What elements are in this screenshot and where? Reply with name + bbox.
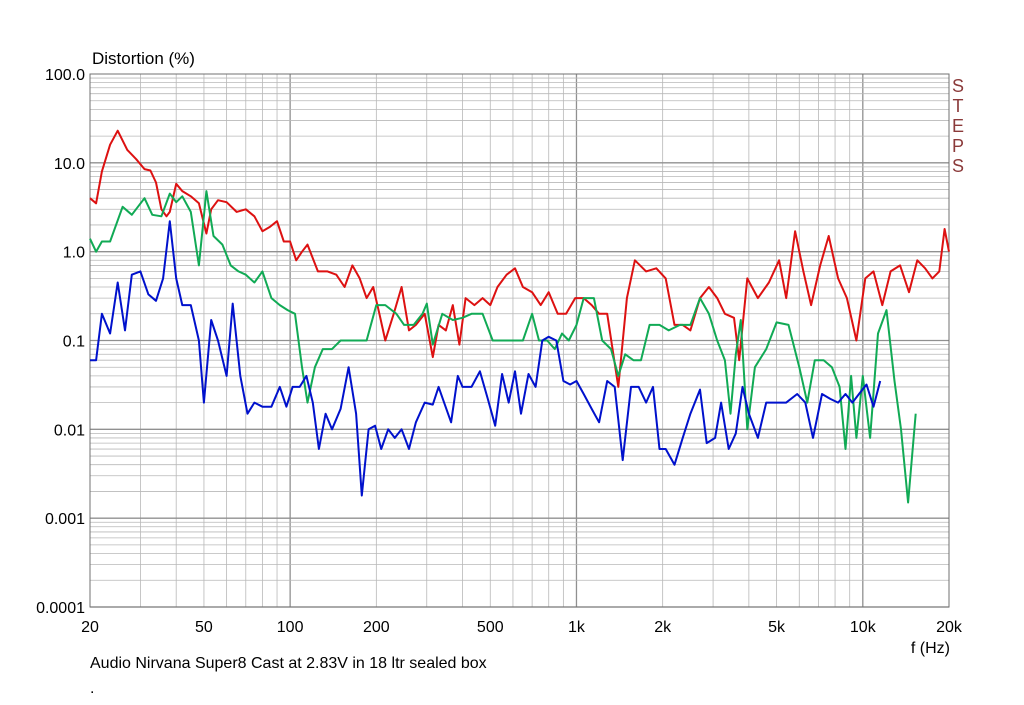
caption-footnote: . [90, 680, 95, 697]
watermark-letter: S [952, 76, 964, 96]
watermark-letter: P [952, 136, 964, 156]
x-tick-label: 10k [850, 619, 877, 636]
watermark-letter: E [952, 116, 964, 136]
grid-lines [89, 74, 950, 608]
x-tick-label: 50 [195, 619, 213, 636]
y-tick-label: 0.0001 [36, 600, 85, 617]
y-tick-label: 10.0 [54, 156, 85, 173]
x-tick-label: 200 [363, 619, 390, 636]
x-axis-title: f (Hz) [911, 640, 950, 657]
x-tick-label: 1k [568, 619, 586, 636]
x-tick-labels: 20 50 100 200 500 1k 2k 5k 10k 20k [81, 619, 963, 636]
y-tick-label: 0.001 [45, 511, 85, 528]
x-tick-label: 500 [477, 619, 504, 636]
y-tick-label: 0.1 [63, 334, 85, 351]
x-tick-label: 2k [654, 619, 672, 636]
series-line-3 [90, 220, 882, 497]
y-tick-label: 1.0 [63, 245, 85, 262]
watermark-letter: T [953, 96, 964, 116]
series-line-2 [89, 190, 917, 504]
x-tick-label: 20k [936, 619, 963, 636]
x-tick-label: 20 [81, 619, 99, 636]
series-line-1 [89, 129, 950, 388]
chart-caption: Audio Nirvana Super8 Cast at 2.83V in 18… [90, 655, 487, 672]
y-tick-label: 100.0 [45, 67, 85, 84]
x-tick-label: 100 [277, 619, 304, 636]
y-tick-label: 0.01 [54, 422, 85, 439]
watermark-letter: S [952, 156, 964, 176]
distortion-curves [89, 129, 950, 504]
y-tick-labels: 100.0 10.0 1.0 0.1 0.01 0.001 0.0001 [36, 67, 85, 617]
plot-frame [89, 73, 950, 608]
x-tick-label: 5k [768, 619, 786, 636]
y-axis-title: Distortion (%) [92, 49, 195, 68]
